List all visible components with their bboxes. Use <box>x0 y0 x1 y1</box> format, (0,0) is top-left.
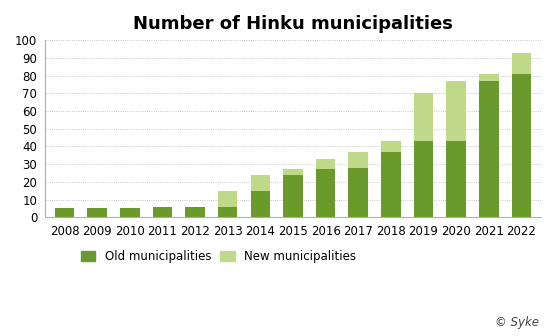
Bar <box>54 208 75 217</box>
Bar <box>381 141 401 152</box>
Bar <box>512 74 531 217</box>
Bar <box>120 208 140 217</box>
Bar <box>381 152 401 217</box>
Bar <box>512 52 531 74</box>
Bar <box>349 168 368 217</box>
Bar <box>283 175 302 217</box>
Text: © Syke: © Syke <box>495 316 539 329</box>
Bar <box>349 152 368 168</box>
Bar <box>446 141 466 217</box>
Bar <box>251 191 270 217</box>
Bar <box>479 81 499 217</box>
Bar <box>479 74 499 81</box>
Bar <box>218 191 237 207</box>
Bar <box>414 93 433 141</box>
Legend: Old municipalities, New municipalities: Old municipalities, New municipalities <box>76 246 361 268</box>
Bar <box>87 208 107 217</box>
Bar <box>251 175 270 191</box>
Bar <box>316 169 335 217</box>
Bar <box>283 169 302 175</box>
Bar <box>218 207 237 217</box>
Bar <box>185 207 205 217</box>
Bar <box>446 81 466 141</box>
Title: Number of Hinku municipalities: Number of Hinku municipalities <box>133 15 453 33</box>
Bar <box>414 141 433 217</box>
Bar <box>152 207 172 217</box>
Bar <box>316 159 335 169</box>
